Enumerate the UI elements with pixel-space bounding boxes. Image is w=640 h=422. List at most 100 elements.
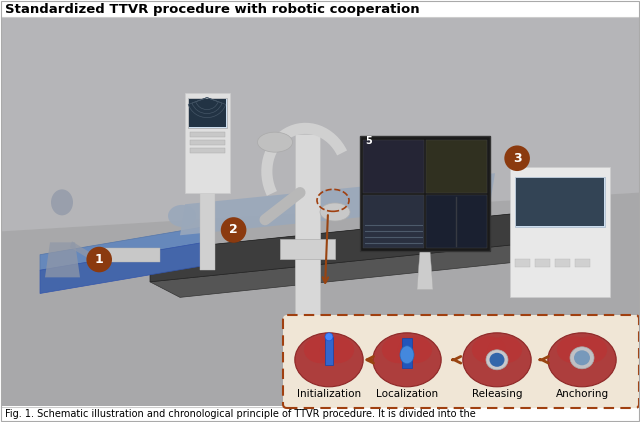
Ellipse shape (295, 333, 364, 387)
Bar (1, 376, 639, 387)
Polygon shape (417, 251, 433, 289)
Bar (1, 182, 639, 192)
Bar (1, 407, 639, 421)
Circle shape (504, 146, 530, 171)
Bar (1, 357, 639, 367)
Polygon shape (180, 173, 495, 235)
Bar (1, 124, 639, 134)
Bar (1, 143, 639, 154)
Bar (1, 327, 639, 338)
Bar (1, 46, 639, 57)
Ellipse shape (574, 350, 590, 365)
Bar (1, 1, 639, 17)
Bar (1, 104, 639, 115)
Ellipse shape (463, 333, 531, 387)
Ellipse shape (51, 189, 73, 215)
Bar (100, 249, 160, 262)
Bar (363, 195, 424, 248)
Bar (360, 136, 490, 251)
Ellipse shape (325, 333, 333, 341)
Ellipse shape (490, 353, 504, 367)
Bar (1, 395, 639, 406)
Ellipse shape (257, 132, 292, 152)
Ellipse shape (320, 203, 350, 221)
Bar (575, 260, 590, 268)
Bar (1, 201, 639, 212)
Bar (363, 140, 424, 193)
Text: Releasing: Releasing (472, 389, 522, 399)
Polygon shape (40, 243, 200, 293)
Text: Fig. 1. Schematic illustration and chronological principle of TTVR procedure. It: Fig. 1. Schematic illustration and chron… (5, 409, 476, 419)
Polygon shape (1, 18, 639, 231)
Bar (190, 148, 225, 153)
Bar (1, 366, 639, 377)
Polygon shape (567, 242, 595, 272)
Ellipse shape (320, 336, 354, 363)
Bar (402, 338, 412, 368)
Ellipse shape (304, 336, 338, 363)
Text: Anchoring: Anchoring (556, 389, 609, 399)
Bar (1, 337, 639, 348)
Ellipse shape (557, 336, 591, 363)
Bar (1, 162, 639, 173)
Bar (1, 250, 639, 260)
Bar (295, 134, 320, 348)
Bar (1, 386, 639, 396)
Bar (1, 347, 639, 357)
Bar (190, 140, 225, 145)
Ellipse shape (486, 350, 508, 370)
Ellipse shape (398, 336, 432, 363)
Bar (1, 308, 639, 319)
FancyBboxPatch shape (283, 315, 639, 408)
Bar (1, 298, 639, 309)
Polygon shape (150, 212, 530, 282)
Bar (1, 75, 639, 86)
Bar (1, 211, 639, 222)
Bar (1, 230, 639, 241)
Polygon shape (1, 192, 639, 406)
Ellipse shape (488, 336, 522, 363)
Ellipse shape (168, 205, 196, 227)
Bar (515, 177, 605, 227)
Bar (188, 97, 227, 127)
Text: 3: 3 (513, 152, 522, 165)
Bar (280, 238, 335, 259)
Ellipse shape (400, 346, 414, 364)
Text: 5: 5 (365, 136, 372, 146)
Bar (516, 179, 604, 226)
Bar (1, 289, 639, 299)
Bar (1, 56, 639, 67)
Ellipse shape (570, 206, 590, 230)
Polygon shape (40, 227, 200, 270)
Bar (555, 260, 570, 268)
Polygon shape (70, 241, 98, 262)
Bar (426, 195, 487, 248)
Bar (189, 99, 226, 127)
Bar (1, 172, 639, 183)
Bar (510, 168, 610, 298)
Bar (1, 95, 639, 106)
Bar (185, 92, 230, 192)
Bar (325, 337, 333, 365)
Bar (1, 65, 639, 76)
Bar (1, 153, 639, 163)
Text: 2: 2 (229, 224, 238, 236)
Bar (426, 140, 487, 193)
Bar (535, 260, 550, 268)
Bar (1, 114, 639, 124)
Bar (515, 260, 530, 268)
Text: Initialization: Initialization (297, 389, 361, 399)
Ellipse shape (548, 333, 616, 387)
Text: Localization: Localization (376, 389, 438, 399)
Circle shape (86, 247, 112, 272)
Ellipse shape (573, 336, 607, 363)
Polygon shape (150, 212, 530, 266)
Ellipse shape (372, 333, 441, 387)
Circle shape (221, 217, 246, 243)
Bar (1, 279, 639, 289)
Polygon shape (150, 243, 550, 298)
Bar (1, 192, 639, 202)
Bar (1, 27, 639, 38)
Bar (1, 36, 639, 47)
Bar (190, 132, 225, 137)
